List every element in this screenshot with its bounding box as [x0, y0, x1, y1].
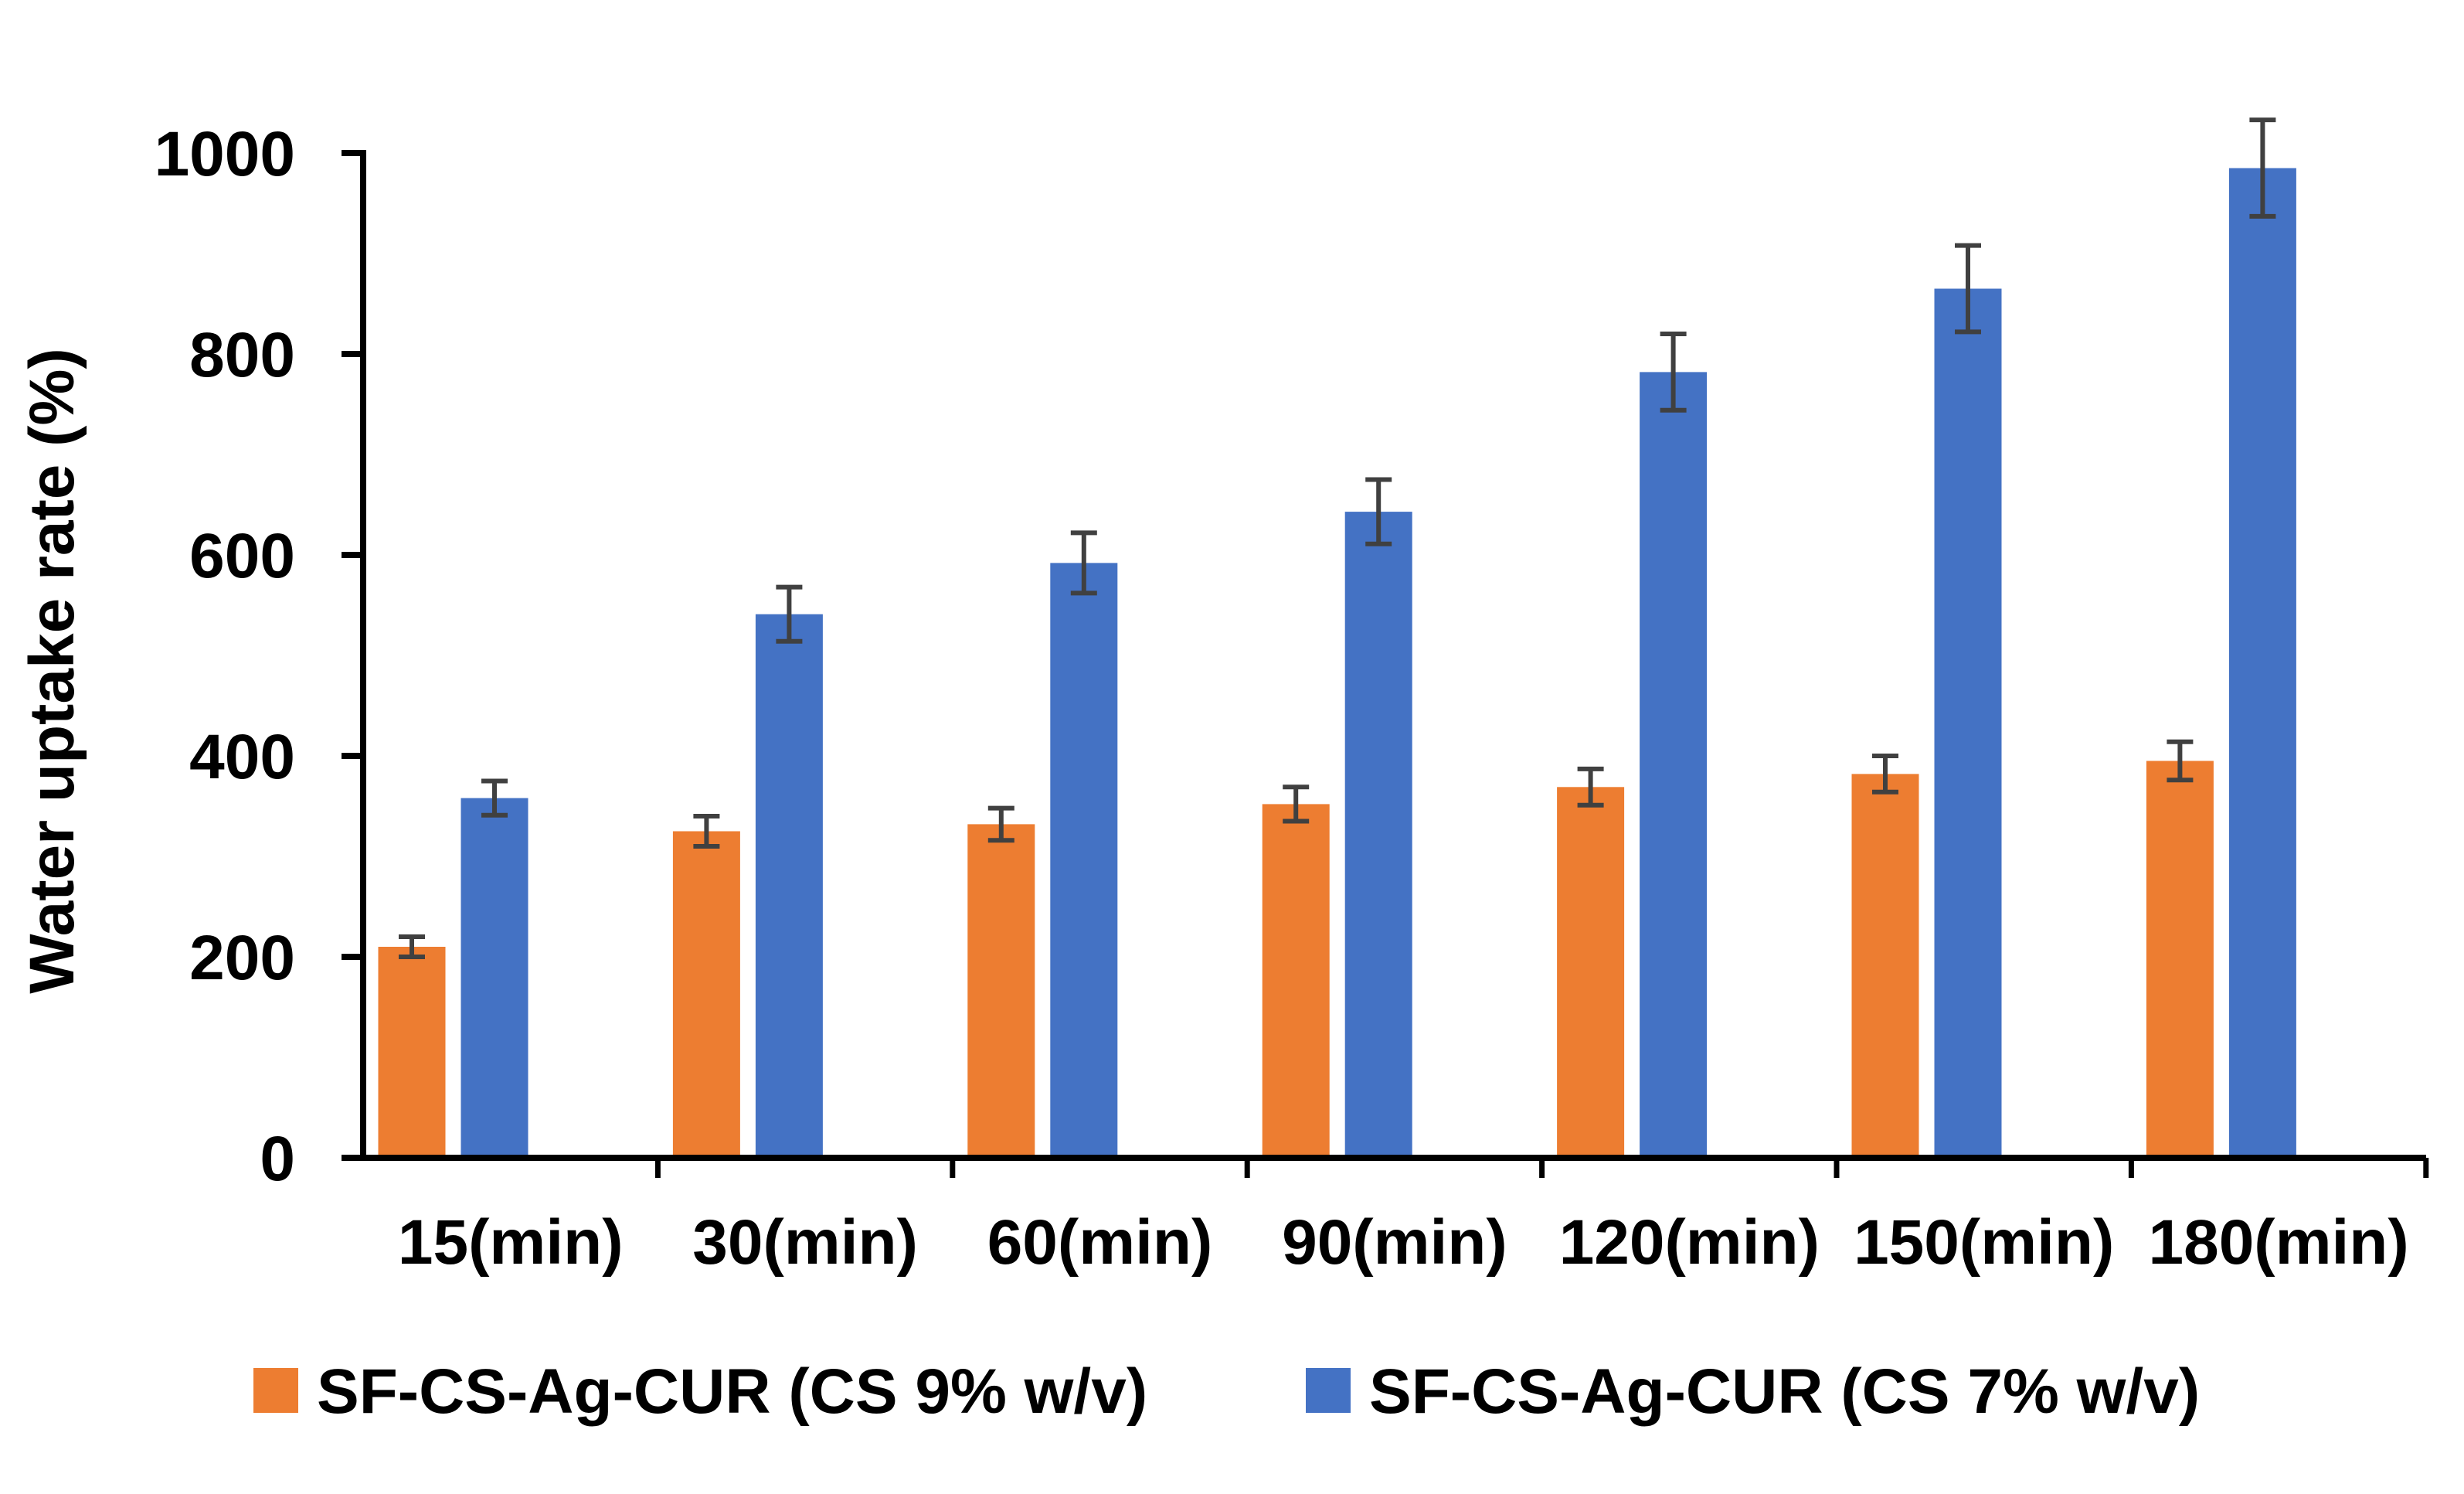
labels-layer: 0 200 400 600 800 1000 15(min) 30(min) 60(min) 90… — [17, 119, 2409, 1278]
error-bar-cs7-0 — [481, 778, 508, 818]
error-bar-cs9-6 — [2167, 739, 2194, 783]
bar-cs7-5 — [1934, 288, 2002, 1158]
error-bar-cs7-5 — [1955, 243, 1981, 335]
bar-cs9-2 — [967, 824, 1035, 1158]
bars-layer — [378, 168, 2296, 1158]
legend-item-cs7: SF-CS-Ag-CUR (CS 7% w/v) — [1306, 1356, 2200, 1427]
error-bar-cs9-1 — [693, 814, 720, 849]
bar-cs7-3 — [1344, 512, 1412, 1158]
bar-cs7-4 — [1640, 372, 1708, 1158]
legend: SF-CS-Ag-CUR (CS 9% w/v) SF-CS-Ag-CUR (CS… — [253, 1356, 2200, 1427]
axes-layer — [342, 150, 2429, 1178]
legend-label-cs9: SF-CS-Ag-CUR (CS 9% w/v) — [317, 1356, 1147, 1427]
y-tick-label-400: 400 — [189, 722, 295, 792]
error-bar-cs7-1 — [776, 584, 803, 644]
y-tick-label-200: 200 — [189, 923, 295, 993]
legend-label-cs7: SF-CS-Ag-CUR (CS 7% w/v) — [1369, 1356, 2200, 1427]
bar-cs7-0 — [461, 798, 528, 1158]
error-bar-cs9-4 — [1577, 766, 1604, 808]
error-bar-cs7-6 — [2249, 117, 2276, 219]
error-bars-layer — [399, 117, 2276, 959]
x-tick-label-3: 90(min) — [1282, 1207, 1507, 1278]
legend-swatch-cs7 — [1306, 1368, 1351, 1413]
y-axis-title: Water uptake rate (%) — [17, 348, 87, 993]
bar-cs9-1 — [672, 831, 740, 1158]
legend-swatch-cs9 — [253, 1368, 298, 1413]
x-tick-label-0: 15(min) — [398, 1207, 624, 1278]
error-bar-cs9-3 — [1283, 784, 1310, 824]
x-tick-label-1: 30(min) — [692, 1207, 918, 1278]
error-bar-cs7-3 — [1365, 477, 1392, 546]
bar-cs9-0 — [378, 947, 446, 1158]
x-tick-label-2: 60(min) — [987, 1207, 1213, 1278]
bar-cs9-4 — [1557, 787, 1625, 1158]
error-bar-cs7-2 — [1070, 530, 1097, 596]
bar-cs7-2 — [1050, 563, 1118, 1158]
x-tick-label-5: 150(min) — [1854, 1207, 2114, 1278]
y-tick-label-1000: 1000 — [155, 119, 295, 189]
y-tick-label-600: 600 — [189, 521, 295, 591]
error-bar-cs9-0 — [399, 934, 425, 959]
x-tick-label-6: 180(min) — [2148, 1207, 2408, 1278]
bar-cs9-5 — [1851, 774, 1919, 1158]
x-tick-label-4: 120(min) — [1559, 1207, 1820, 1278]
y-tick-label-0: 0 — [260, 1124, 295, 1194]
legend-item-cs9: SF-CS-Ag-CUR (CS 9% w/v) — [253, 1356, 1147, 1427]
bar-cs9-3 — [1262, 804, 1330, 1158]
bar-cs9-6 — [2146, 761, 2214, 1158]
error-bar-cs9-2 — [987, 805, 1014, 843]
error-bar-cs7-4 — [1660, 332, 1687, 413]
error-bar-cs9-5 — [1872, 754, 1898, 795]
y-tick-label-800: 800 — [189, 320, 295, 390]
bar-cs7-6 — [2228, 168, 2296, 1158]
bar-cs7-1 — [755, 614, 823, 1158]
